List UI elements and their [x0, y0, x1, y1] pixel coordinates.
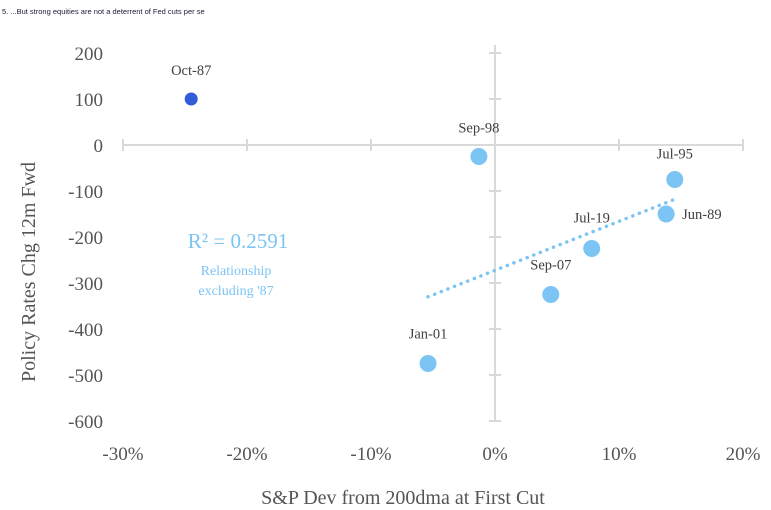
data-point [470, 148, 488, 165]
x-tick-label: 10% [602, 444, 637, 465]
point-labels: Oct-87 Sep-98 Jul-95 Jun-89 Jul-19 Sep-07 Jan-… [171, 63, 722, 343]
y-tick-label: -100 [68, 182, 103, 203]
y-tick-label: 0 [94, 136, 104, 157]
x-tick-label: 0% [482, 444, 508, 465]
trendline-dotted [426, 197, 677, 299]
data-point-label: Jul-19 [574, 211, 610, 227]
y-tick-label: -600 [68, 412, 103, 433]
y-tick-label: -300 [68, 274, 103, 295]
r-squared-annotation: R² = 0.2591 [188, 229, 288, 253]
data-point [657, 205, 675, 223]
data-point-label: Oct-87 [171, 63, 211, 79]
x-tick-label: -10% [350, 444, 391, 465]
y-tick-label: 200 [75, 44, 104, 65]
x-axis-title: S&P Dev from 200dma at First Cut [261, 487, 545, 509]
data-point-label: Sep-07 [530, 258, 571, 274]
y-tick-label: -200 [68, 228, 103, 249]
data-point [542, 286, 560, 303]
y-tick-label: -400 [68, 320, 103, 341]
relationship-note-line2: excluding '87 [198, 284, 273, 299]
data-point-label: Jan-01 [409, 327, 448, 343]
data-point [419, 355, 437, 372]
data-point [583, 240, 601, 257]
data-point [666, 171, 684, 188]
y-axis-title: Policy Rates Chg 12m Fwd [18, 162, 40, 382]
trendline [426, 197, 677, 299]
y-tick-label: -500 [68, 366, 103, 387]
x-tick-label: -20% [226, 444, 267, 465]
axes [122, 45, 744, 422]
data-point-label: Sep-98 [458, 121, 499, 137]
data-point [184, 92, 198, 106]
data-point-label: Jun-89 [682, 207, 721, 223]
x-tick-label: -30% [102, 444, 143, 465]
relationship-note-line1: Relationship [201, 264, 272, 279]
data-point-label: Jul-95 [657, 147, 693, 163]
data-points [184, 92, 684, 372]
chart-caption: 5. ...But strong equities are not a dete… [2, 7, 205, 16]
x-tick-label: 20% [726, 444, 761, 465]
y-tick-label: 100 [75, 90, 104, 111]
tick-labels: -30% -20% -10% 0% 10% 20% 200 100 0 -100 -200 -300 -… [68, 44, 760, 465]
